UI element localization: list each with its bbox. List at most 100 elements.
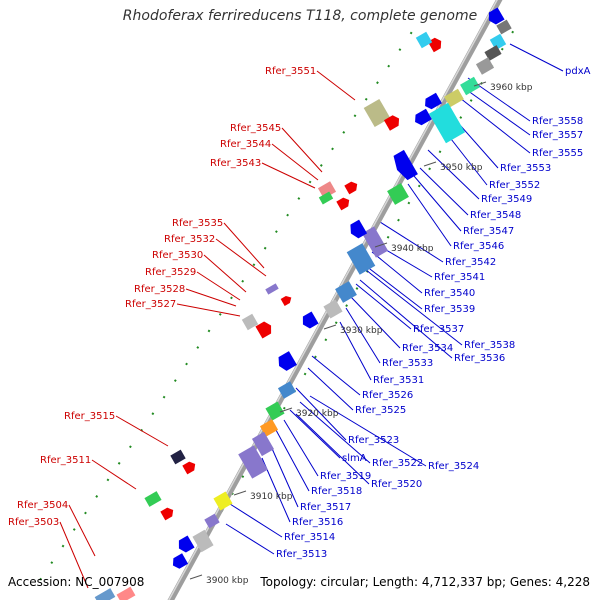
- gene-block: [170, 449, 186, 465]
- gene-arrow: [302, 311, 319, 329]
- reverse-gene-label: Rfer_3538: [464, 340, 515, 351]
- reverse-gene-label: Rfer_3514: [284, 532, 335, 543]
- forward-gene-label: Rfer_3530: [152, 250, 203, 261]
- gene-block: [94, 588, 116, 604]
- gene-block: [192, 529, 214, 553]
- reverse-gene-label: Rfer_3525: [355, 405, 406, 416]
- forward-gene-label: Rfer_3545: [230, 123, 281, 134]
- forward-gene-label: Rfer_3503: [8, 517, 59, 528]
- reverse-gene-label: slmA: [342, 453, 367, 464]
- reverse-gene-label: Rfer_3537: [413, 324, 464, 335]
- gene-block: [484, 45, 502, 61]
- forward-gene-label: Rfer_3504: [17, 500, 68, 511]
- reverse-gene-label: Rfer_3553: [500, 163, 551, 174]
- gene-arrow: [350, 219, 368, 239]
- gene-block: [387, 183, 409, 205]
- gene-block: [335, 281, 357, 303]
- forward-gene-label: Rfer_3511: [40, 455, 91, 466]
- gene-arrow: [255, 321, 272, 339]
- gene-block: [475, 57, 495, 75]
- kbp-tick-label: 3910 kbp: [250, 492, 293, 502]
- gene-block: [489, 33, 507, 51]
- gene-block: [251, 431, 275, 457]
- reverse-gene-label: Rfer_3555: [532, 148, 583, 159]
- kbp-tick-label: 3950 kbp: [440, 163, 483, 173]
- gene-block: [323, 299, 343, 319]
- gene-block: [265, 283, 279, 295]
- gene-block: [460, 76, 480, 96]
- reverse-gene-label: Rfer_3534: [402, 343, 453, 354]
- gene-arrow: [425, 92, 442, 110]
- kbp-tick-label: 3940 kbp: [391, 244, 434, 254]
- gene-arrow: [393, 149, 418, 181]
- gene-block: [363, 98, 391, 128]
- forward-gene-label: Rfer_3532: [164, 234, 215, 245]
- reverse-gene-label: Rfer_3519: [320, 471, 371, 482]
- gene-block: [346, 243, 376, 275]
- reverse-gene-label: Rfer_3539: [424, 304, 475, 315]
- gene-block: [204, 513, 220, 529]
- gene-arrow: [336, 197, 350, 211]
- reverse-gene-label: Rfer_3549: [481, 194, 532, 205]
- reverse-gene-label: Rfer_3536: [454, 353, 505, 364]
- forward-gene-label: Rfer_3529: [145, 267, 196, 278]
- reverse-gene-label: Rfer_3526: [362, 390, 413, 401]
- kbp-tick-label: 3930 kbp: [340, 326, 383, 336]
- forward-gene-label: Rfer_3535: [172, 218, 223, 229]
- forward-gene-label: Rfer_3544: [220, 139, 271, 150]
- gene-arrow: [383, 115, 400, 131]
- topology-text: Topology: circular; Length: 4,712,337 bp…: [260, 575, 590, 589]
- gene-block: [415, 31, 433, 49]
- reverse-gene-label: Rfer_3524: [428, 461, 479, 472]
- forward-gene-label: Rfer_3551: [265, 66, 316, 77]
- gene-block: [317, 181, 337, 199]
- gene-block: [144, 491, 162, 507]
- forward-gene-label: Rfer_3543: [210, 158, 261, 169]
- gene-arrow: [427, 37, 442, 53]
- kbp-tick-label: 3960 kbp: [490, 83, 533, 93]
- gene-block: [213, 491, 233, 511]
- kbp-tick-label: 3920 kbp: [296, 409, 339, 419]
- kbp-tick-label: 3900 kbp: [206, 576, 249, 586]
- reverse-gene-label: Rfer_3552: [489, 180, 540, 191]
- forward-gene-label: Rfer_3527: [125, 299, 176, 310]
- forward-gene-label: Rfer_3528: [134, 284, 185, 295]
- reverse-gene-label: Rfer_3531: [373, 375, 424, 386]
- reverse-gene-label: Rfer_3548: [470, 210, 521, 221]
- accession-text: Accession: NC_007908: [8, 575, 145, 589]
- gene-block: [238, 445, 268, 479]
- gene-block: [496, 19, 512, 35]
- reverse-gene-label: Rfer_3540: [424, 288, 475, 299]
- gene-block: [116, 586, 136, 604]
- gene-block: [318, 191, 334, 205]
- forward-gene-label: Rfer_3515: [64, 411, 115, 422]
- reverse-gene-label: Rfer_3547: [463, 226, 514, 237]
- gene-block: [265, 401, 285, 421]
- gene-arrow: [278, 351, 297, 371]
- gene-arrow: [178, 535, 195, 553]
- gene-block: [277, 381, 297, 399]
- reverse-gene-label: Rfer_3517: [300, 502, 351, 513]
- gene-block: [361, 226, 389, 258]
- gene-arrow: [182, 461, 196, 475]
- reverse-gene-label: Rfer_3518: [311, 486, 362, 497]
- reverse-gene-label: Rfer_3558: [532, 116, 583, 127]
- reverse-gene-label: Rfer_3533: [382, 358, 433, 369]
- gene-block: [444, 88, 464, 108]
- gene-arrow: [160, 507, 174, 521]
- reverse-gene-label: pdxA: [565, 66, 591, 77]
- reverse-gene-label: Rfer_3516: [292, 517, 343, 528]
- reverse-gene-label: Rfer_3542: [445, 257, 496, 268]
- reverse-gene-label: Rfer_3513: [276, 549, 327, 560]
- gene-block: [428, 102, 466, 144]
- gene-arrow: [415, 108, 432, 126]
- reverse-gene-label: Rfer_3520: [371, 479, 422, 490]
- reverse-gene-label: Rfer_3557: [532, 130, 583, 141]
- gene-block: [259, 419, 279, 437]
- reverse-gene-label: Rfer_3546: [453, 241, 504, 252]
- reverse-gene-label: Rfer_3541: [434, 272, 485, 283]
- gene-arrow: [280, 296, 292, 306]
- map-title: Rhodoferax ferrireducens T118, complete …: [122, 8, 478, 24]
